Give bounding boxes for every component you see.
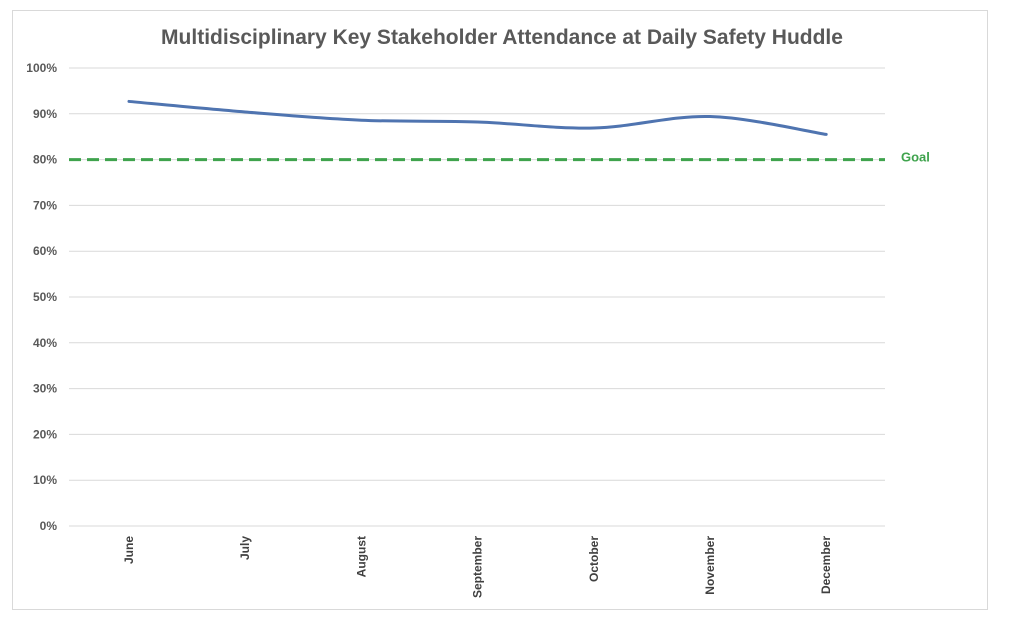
y-tick-label: 30% — [33, 382, 57, 396]
y-axis-ticks: 0% 10% 20% 30% 40% 50% 60% 70% 80% 90% 100% — [26, 61, 57, 533]
y-tick-label: 0% — [40, 519, 58, 533]
line-chart: Multidisciplinary Key Stakeholder Attend… — [26, 26, 930, 598]
series-line — [127, 99, 828, 136]
chart-frame: Multidisciplinary Key Stakeholder Attend… — [12, 10, 988, 610]
x-tick-label: August — [354, 536, 368, 577]
y-tick-label: 20% — [33, 427, 57, 441]
y-tick-label: 70% — [33, 198, 57, 212]
x-tick-label: September — [471, 536, 485, 598]
y-tick-label: 80% — [33, 153, 57, 167]
x-tick-label: July — [238, 536, 252, 560]
x-tick-label: December — [819, 536, 833, 594]
chart-title: Multidisciplinary Key Stakeholder Attend… — [161, 26, 843, 49]
y-tick-label: 50% — [33, 290, 57, 304]
y-tick-label: 60% — [33, 244, 57, 258]
goal-line-group: Goal — [69, 150, 930, 165]
y-tick-label: 90% — [33, 107, 57, 121]
y-tick-label: 100% — [26, 61, 57, 75]
y-tick-label: 40% — [33, 336, 57, 350]
x-tick-label: October — [587, 536, 601, 582]
goal-label: Goal — [901, 150, 930, 165]
y-tick-label: 10% — [33, 473, 57, 487]
x-axis-ticks: June July August September October November De… — [122, 536, 833, 598]
series-group — [127, 99, 828, 136]
x-tick-label: November — [703, 536, 717, 595]
gridlines — [69, 67, 885, 527]
x-tick-label: June — [122, 536, 136, 564]
